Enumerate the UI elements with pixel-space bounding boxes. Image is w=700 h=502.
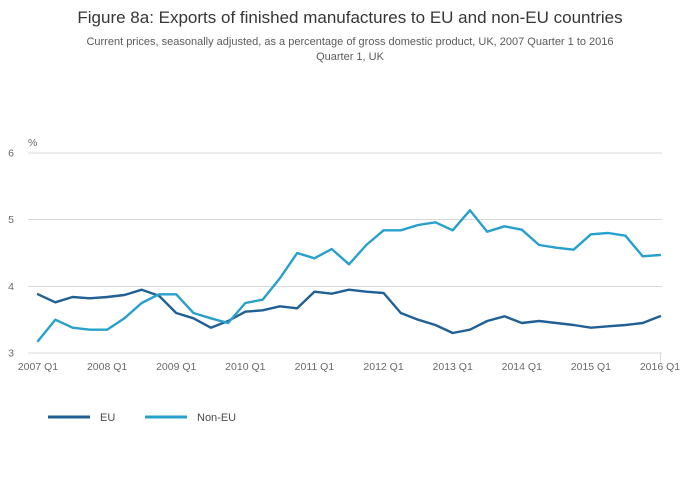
y-axis-unit-label: % [28,137,37,149]
chart-subtitle-line-2: Quarter 1, UK [316,50,384,63]
x-tick-label: 2008 Q1 [87,361,127,373]
chart-title: Figure 8a: Exports of finished manufactu… [77,8,623,27]
y-tick-label: 3 [8,348,14,360]
x-tick-label: 2012 Q1 [363,361,403,373]
chart-subtitle: Current prices, seasonally adjusted, as … [0,35,700,65]
y-tick-label: 4 [8,281,14,293]
x-tick-label: 2007 Q1 [18,361,58,373]
eu-line [36,288,662,335]
x-tick-label: 2011 Q1 [295,361,335,373]
x-tick-label: 2014 Q1 [502,361,542,373]
chart-subtitle-line-1: Current prices, seasonally adjusted, as … [86,36,614,48]
non-eu-legend-label: Non-EU [197,412,236,424]
x-tick-label: 2016 Q1 [640,361,680,373]
non-eu-line [36,209,662,343]
eu-legend-label: EU [100,412,115,424]
x-tick-label: 2010 Q1 [225,361,265,373]
axes-and-gridlines: 3 4 5 6 2007 Q1 2008 Q1 2009 Q1 2010 Q1 2011 Q1 2… [8,148,680,374]
legend: EU Non-EU [48,412,236,424]
x-tick-label: 2015 Q1 [571,361,611,373]
y-tick-label: 6 [8,148,14,160]
y-tick-label: 5 [8,214,14,226]
chart-header: Figure 8a: Exports of finished manufactu… [0,8,700,65]
x-tick-label: 2013 Q1 [433,361,473,373]
x-tick-label: 2009 Q1 [156,361,196,373]
line-chart: % 3 4 5 6 2007 Q1 2008 Q1 2009 Q1 2010 Q1 2011 Q… [8,137,680,424]
series-lines [36,209,662,343]
